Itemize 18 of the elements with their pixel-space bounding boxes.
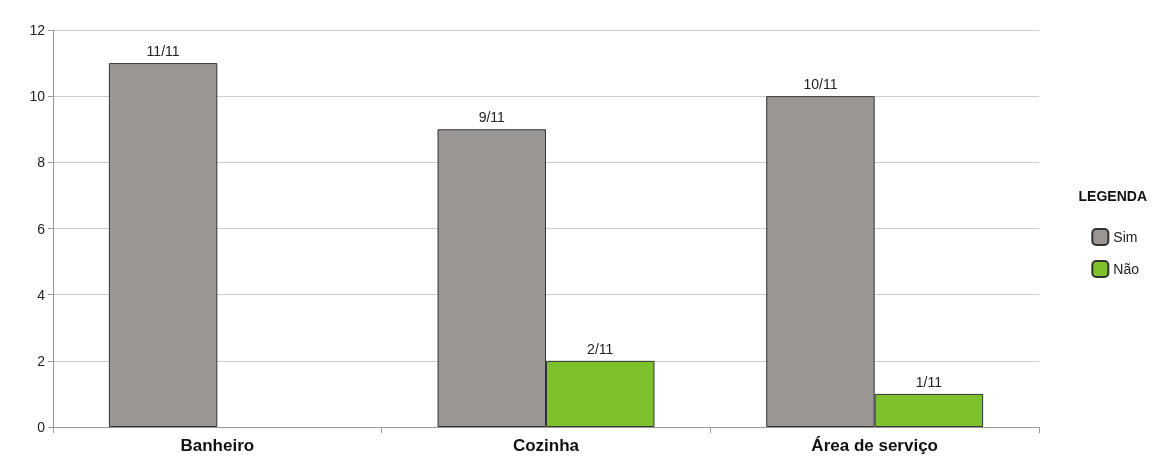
- y-tick-label: 10: [29, 88, 46, 105]
- data-label: 1/11: [915, 373, 943, 390]
- x-tick-label: Cozinha: [512, 436, 580, 455]
- y-tick-label: 0: [37, 419, 46, 435]
- legend-title: LEGENDA: [1078, 188, 1147, 204]
- data-label: 10/11: [803, 76, 838, 93]
- legend-label: Sim: [1113, 229, 1138, 245]
- data-label: 2/11: [587, 340, 614, 357]
- y-tick-label: 12: [29, 22, 46, 38]
- data-label: 11/11: [146, 43, 180, 60]
- y-tick-label: 2: [37, 352, 46, 369]
- data-label: 9/11: [478, 109, 506, 126]
- y-tick-label: 4: [37, 286, 46, 303]
- x-tick-label: Área de serviço: [811, 436, 938, 455]
- y-tick-label: 8: [37, 154, 46, 171]
- y-tick-label: 6: [37, 220, 46, 237]
- x-tick-label: Banheiro: [180, 436, 255, 455]
- legend-label: Não: [1113, 261, 1140, 277]
